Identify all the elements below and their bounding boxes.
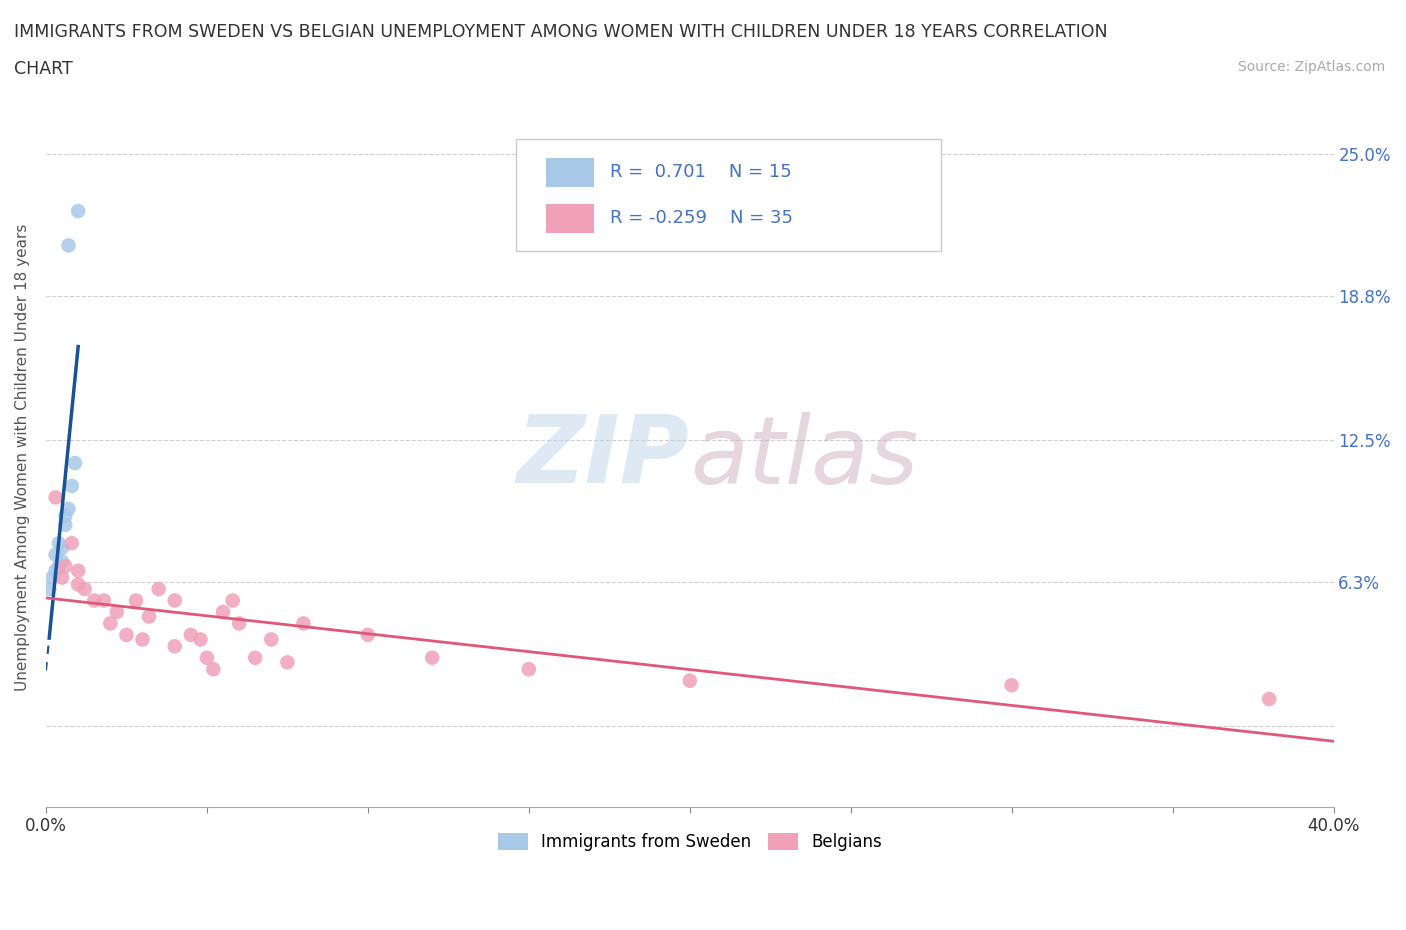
Point bbox=[357, 628, 380, 643]
Point bbox=[1001, 678, 1024, 693]
Point bbox=[67, 564, 90, 578]
Point bbox=[45, 490, 67, 505]
Legend: Immigrants from Sweden, Belgians: Immigrants from Sweden, Belgians bbox=[491, 826, 889, 857]
Bar bbox=[546, 157, 595, 187]
Point bbox=[679, 673, 702, 688]
Text: CHART: CHART bbox=[14, 60, 73, 78]
Point bbox=[420, 650, 443, 665]
Text: ZIP: ZIP bbox=[517, 411, 690, 503]
Point bbox=[53, 509, 76, 524]
Point bbox=[60, 536, 83, 551]
Point bbox=[60, 479, 83, 494]
Point bbox=[51, 570, 73, 585]
Text: atlas: atlas bbox=[690, 412, 918, 503]
Text: R = -0.259    N = 35: R = -0.259 N = 35 bbox=[610, 209, 793, 228]
Point bbox=[53, 559, 76, 574]
Point bbox=[51, 554, 73, 569]
Point bbox=[48, 536, 70, 551]
Point bbox=[163, 639, 186, 654]
Point bbox=[202, 662, 225, 677]
Point bbox=[148, 581, 170, 596]
Point bbox=[67, 577, 90, 591]
Point bbox=[48, 559, 70, 574]
Point bbox=[221, 593, 243, 608]
Point bbox=[38, 581, 60, 596]
Point bbox=[58, 501, 80, 516]
FancyBboxPatch shape bbox=[516, 140, 941, 251]
Bar bbox=[546, 204, 595, 233]
Point bbox=[180, 628, 202, 643]
Point bbox=[41, 570, 63, 585]
Point bbox=[131, 632, 153, 647]
Point bbox=[195, 650, 218, 665]
Point bbox=[73, 581, 96, 596]
Point bbox=[138, 609, 160, 624]
Point bbox=[58, 238, 80, 253]
Point bbox=[45, 547, 67, 562]
Point bbox=[115, 628, 138, 643]
Y-axis label: Unemployment Among Women with Children Under 18 years: Unemployment Among Women with Children U… bbox=[15, 223, 30, 691]
Text: R =  0.701    N = 15: R = 0.701 N = 15 bbox=[610, 164, 792, 181]
Point bbox=[228, 616, 250, 631]
Point bbox=[212, 604, 235, 619]
Point bbox=[105, 604, 128, 619]
Point bbox=[67, 204, 90, 219]
Point bbox=[517, 662, 540, 677]
Point bbox=[63, 456, 86, 471]
Point bbox=[163, 593, 186, 608]
Point bbox=[190, 632, 212, 647]
Point bbox=[51, 540, 73, 555]
Point bbox=[93, 593, 115, 608]
Point bbox=[53, 517, 76, 532]
Point bbox=[260, 632, 283, 647]
Text: IMMIGRANTS FROM SWEDEN VS BELGIAN UNEMPLOYMENT AMONG WOMEN WITH CHILDREN UNDER 1: IMMIGRANTS FROM SWEDEN VS BELGIAN UNEMPL… bbox=[14, 23, 1108, 41]
Point bbox=[1258, 692, 1281, 707]
Point bbox=[276, 655, 298, 670]
Point bbox=[83, 593, 105, 608]
Point bbox=[45, 564, 67, 578]
Point bbox=[245, 650, 267, 665]
Text: Source: ZipAtlas.com: Source: ZipAtlas.com bbox=[1237, 60, 1385, 74]
Point bbox=[98, 616, 121, 631]
Point bbox=[292, 616, 315, 631]
Point bbox=[125, 593, 148, 608]
